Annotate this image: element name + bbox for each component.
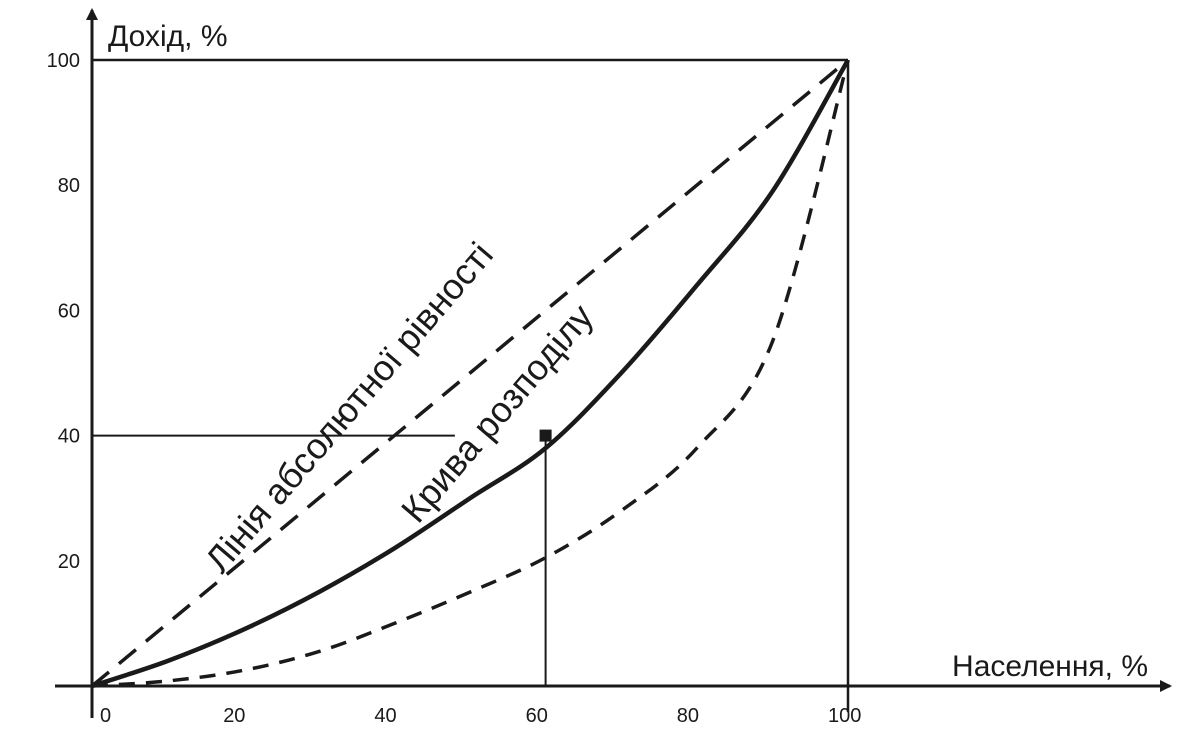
equality-line-label: Лінія абсолютної рівності (197, 234, 501, 580)
x-tick-label: 40 (374, 705, 396, 727)
y-axis-title: Дохід, % (108, 20, 228, 53)
x-tick-label: 0 (100, 705, 111, 727)
equality-line (90, 58, 850, 688)
y-tick-label: 100 (47, 50, 80, 72)
x-tick-label: 60 (526, 705, 548, 727)
x-tick-label: 80 (677, 705, 699, 727)
y-tick-label: 40 (58, 426, 80, 448)
y-tick-label: 20 (58, 551, 80, 573)
inequality-curve (91, 59, 850, 688)
marked-point (539, 429, 552, 442)
x-tick-label: 100 (828, 705, 861, 727)
x-tick-label: 20 (223, 705, 245, 727)
y-tick-label: 60 (58, 300, 80, 322)
x-axis-title: Населення, % (952, 650, 1148, 683)
distribution-curve (91, 58, 850, 689)
y-tick-label: 80 (58, 175, 80, 197)
